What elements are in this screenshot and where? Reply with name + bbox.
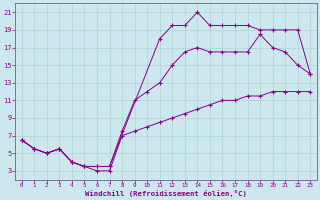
X-axis label: Windchill (Refroidissement éolien,°C): Windchill (Refroidissement éolien,°C)	[85, 190, 247, 197]
